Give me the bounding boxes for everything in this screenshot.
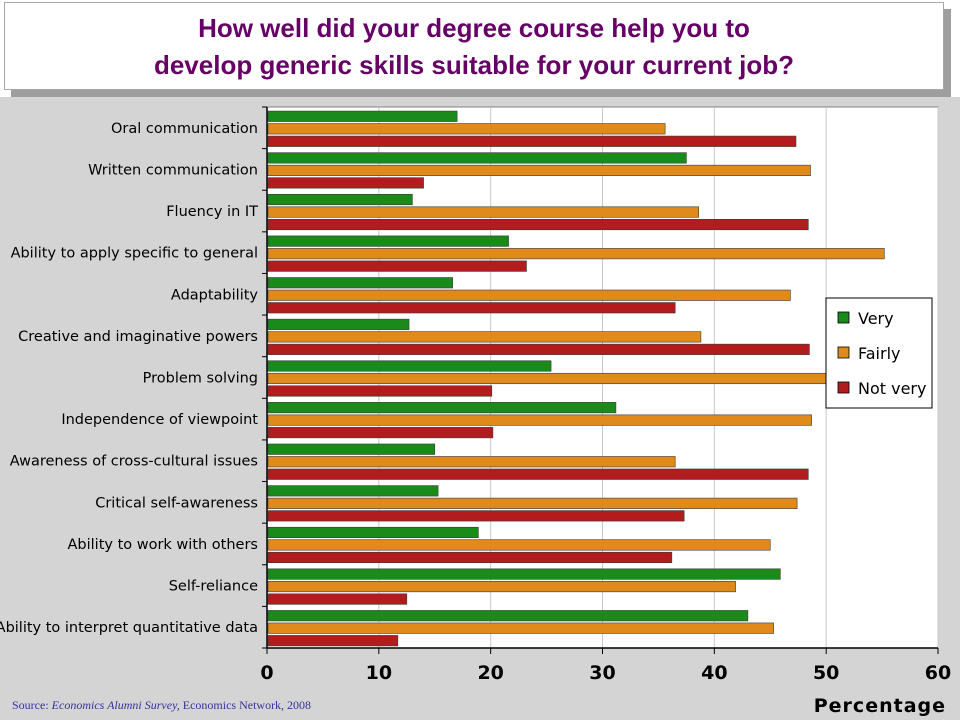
bar-very (267, 485, 439, 497)
bar-not-very (267, 551, 673, 564)
bar-fairly (267, 248, 885, 260)
legend-label: Not very (858, 379, 926, 398)
legend-label: Fairly (858, 344, 900, 363)
bar-very (267, 193, 413, 206)
bar-very (267, 277, 453, 289)
bar-not-very (267, 135, 797, 147)
legend-label: Very (858, 309, 894, 328)
chart-title-line-1: How well did your degree course help you… (198, 13, 750, 43)
bar-very (267, 443, 436, 455)
category-label: Independence of viewpoint (61, 412, 258, 428)
bar-fairly (267, 497, 798, 509)
x-tick-label: 0 (260, 662, 273, 684)
category-label: Awareness of cross-cultural issues (10, 454, 258, 470)
bar-very (267, 402, 617, 414)
bar-very (267, 526, 479, 539)
bar-not-very (267, 218, 809, 231)
category-label: Fluency in IT (166, 204, 258, 220)
x-axis-title: Percentage (814, 695, 946, 717)
category-label: Problem solving (143, 371, 258, 387)
category-label: Oral communication (111, 121, 258, 137)
x-tick-label: 30 (589, 662, 615, 684)
bar-fairly (267, 622, 774, 634)
category-label: Ability to work with others (67, 537, 258, 553)
source-publication: Economics Alumni Survey, (51, 698, 180, 712)
source-prefix: Source: (12, 698, 52, 712)
legend-swatch (837, 346, 850, 359)
bar-very (267, 568, 781, 580)
bar-very (267, 110, 458, 122)
bar-fairly (267, 289, 791, 301)
bar-not-very (267, 510, 685, 522)
bar-not-very (267, 260, 527, 272)
bar-not-very (267, 343, 810, 355)
x-tick-label: 40 (701, 662, 727, 684)
x-tick-label: 60 (925, 662, 951, 684)
bar-very (267, 360, 552, 372)
category-label: Creative and imaginative powers (18, 329, 258, 345)
category-label: Written communication (88, 162, 258, 178)
legend-swatch (837, 311, 850, 324)
bar-very (267, 610, 749, 622)
bar-not-very (267, 468, 809, 480)
title-box: How well did your degree course help you… (4, 2, 944, 90)
bar-not-very (267, 302, 676, 314)
bar-fairly (267, 331, 702, 343)
bar-fairly (267, 206, 699, 218)
bar-not-very (267, 177, 424, 189)
category-label: Ability to interpret quantitative data (0, 620, 258, 636)
bar-not-very (267, 385, 493, 397)
source-note: Source: Economics Alumni Survey, Economi… (12, 698, 311, 713)
bar-very (267, 318, 410, 330)
bar-fairly (267, 539, 771, 551)
x-tick-label: 10 (366, 662, 392, 684)
source-rest: Economics Network, 2008 (179, 698, 312, 712)
category-label: Ability to apply specific to general (11, 246, 258, 262)
category-label: Self-reliance (169, 579, 258, 595)
bar-fairly (267, 372, 833, 385)
x-tick-label: 20 (477, 662, 503, 684)
category-label: Adaptability (171, 287, 259, 303)
category-label: Critical self-awareness (95, 495, 258, 511)
bar-not-very (267, 635, 399, 647)
legend-swatch (837, 381, 850, 394)
bar-fairly (267, 581, 736, 593)
bar-fairly (267, 456, 676, 468)
bar-fairly (267, 164, 811, 176)
bar-not-very (267, 427, 494, 439)
bar-fairly (267, 123, 666, 135)
bar-very (267, 152, 687, 164)
chart-title-line-2: develop generic skills suitable for your… (153, 50, 795, 80)
bar-not-very (267, 593, 408, 605)
bar-fairly (267, 414, 812, 426)
bar-very (267, 235, 509, 247)
x-tick-label: 50 (813, 662, 839, 684)
